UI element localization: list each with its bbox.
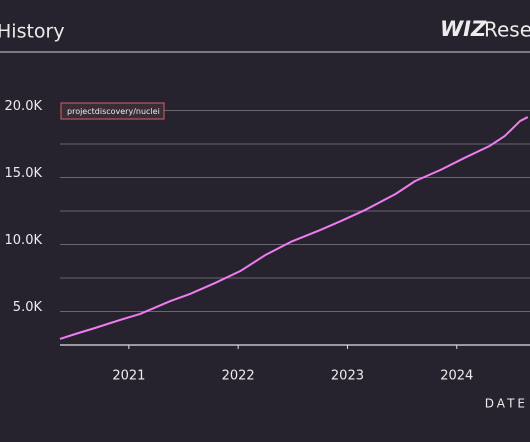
x-axis-label: DATE bbox=[485, 397, 528, 411]
y-tick-label: 10.0K bbox=[5, 233, 43, 248]
x-tick-label: 2022 bbox=[222, 369, 255, 384]
y-tick-label: 5.0K bbox=[13, 300, 43, 315]
legend-label: projectdiscovery/nuclei bbox=[67, 107, 160, 116]
brand-logo: WIZ bbox=[440, 17, 487, 41]
x-tick-label: 2024 bbox=[440, 369, 473, 384]
y-tick-label: 15.0K bbox=[5, 166, 43, 181]
brand-suffix: Rese bbox=[484, 18, 530, 42]
legend-box bbox=[60, 102, 165, 120]
series-line bbox=[59, 116, 529, 340]
x-tick-label: 2021 bbox=[112, 369, 145, 384]
x-tick-label: 2023 bbox=[331, 369, 364, 384]
chart-title: History bbox=[0, 21, 65, 43]
y-tick-label: 20.0K bbox=[5, 99, 43, 114]
